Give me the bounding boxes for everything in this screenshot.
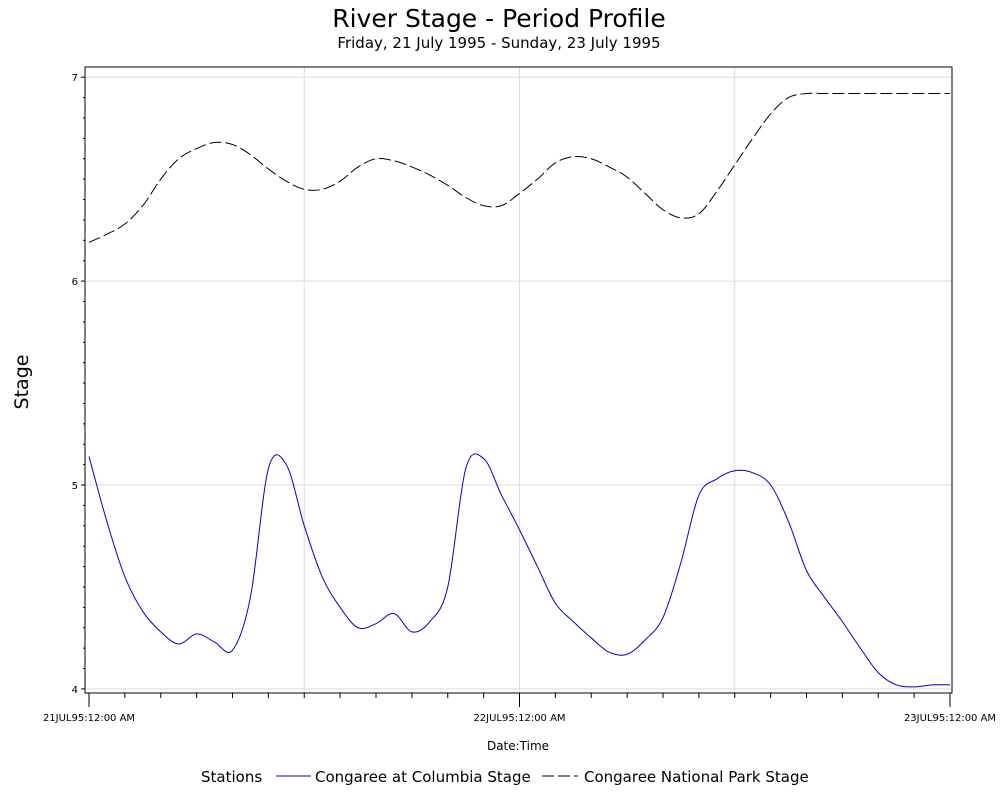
x-tick-label: 23JUL95:12:00 AM — [904, 713, 996, 724]
legend-label-columbia: Congaree at Columbia Stage — [315, 768, 531, 786]
y-tick-label: 7 — [72, 73, 78, 84]
series-line-national-park — [88, 92, 950, 243]
grid-lines — [85, 67, 952, 693]
legend-title: Stations — [201, 768, 262, 786]
chart-subtitle: Friday, 21 July 1995 - Sunday, 23 July 1… — [337, 34, 660, 52]
series-lines — [88, 92, 951, 688]
series-line-columbia — [88, 453, 951, 688]
y-axis-label: Stage — [11, 355, 33, 410]
x-tick-label: 22JUL95:12:00 AM — [473, 713, 565, 724]
legend-label-national-park: Congaree National Park Stage — [584, 768, 809, 786]
x-axis: 21JUL95:12:00 AM 22JUL95:12:00 AM 23JUL95:… — [43, 693, 996, 724]
legend: Stations Congaree at Columbia Stage Cong… — [201, 768, 809, 786]
chart-title: River Stage - Period Profile — [332, 4, 666, 33]
x-tick-label: 21JUL95:12:00 AM — [43, 713, 135, 724]
plot-area — [84, 66, 953, 694]
y-axis: 4 5 6 7 — [72, 73, 85, 696]
x-axis-label: Date:Time — [487, 739, 549, 753]
y-tick-label: 6 — [72, 277, 78, 288]
y-tick-label: 5 — [72, 481, 78, 492]
y-tick-label: 4 — [72, 685, 78, 696]
